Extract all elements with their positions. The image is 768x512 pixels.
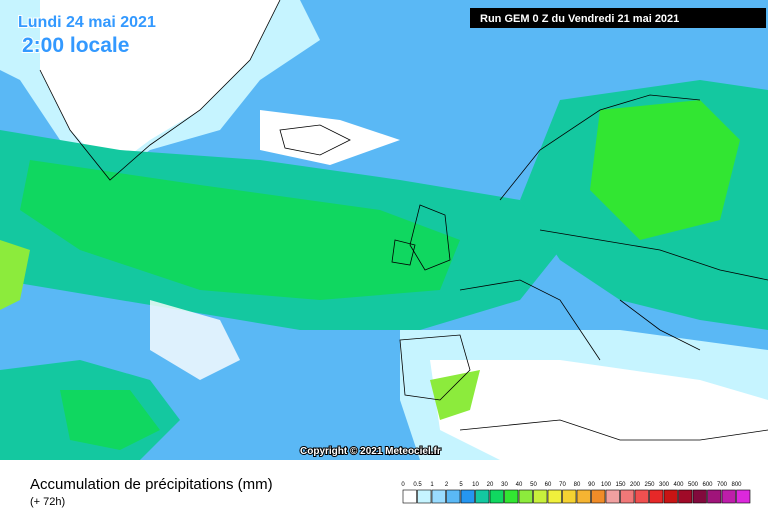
legend-swatch [431,489,446,504]
legend-swatch [707,489,722,504]
legend-label: 200 [630,482,641,488]
legend-label: 80 [574,482,581,488]
legend-label: 90 [588,482,595,488]
legend-label: 10 [472,482,479,488]
legend-swatch [460,489,475,504]
legend-label: 5 [459,482,463,488]
legend-swatch [518,489,533,504]
legend-swatch [736,489,751,504]
legend-label: 20 [487,482,494,488]
legend-swatch [446,489,461,504]
legend-swatch [663,489,678,504]
legend-swatch [576,489,591,504]
legend-swatch [402,489,417,504]
legend-label: 70 [559,482,566,488]
map [0,0,768,460]
legend-swatch [504,489,519,504]
legend-swatch [692,489,707,504]
legend-label: 150 [615,482,626,488]
legend-label: 1 [430,482,434,488]
legend-label: 30 [501,482,508,488]
run-label: Run GEM 0 Z du Vendredi 21 mai 2021 [480,13,679,25]
legend-label: 700 [717,482,728,488]
legend-label: 250 [644,482,655,488]
legend-swatch [721,489,736,504]
legend-label: 100 [601,482,612,488]
legend: 0 0.5 1 2 5 10 20 30 40 50 60 70 80 90 100 150 200 250 300… [401,482,751,504]
legend-label: 600 [702,482,713,488]
legend-swatch [533,489,548,504]
legend-swatch [475,489,490,504]
legend-swatch [649,489,664,504]
legend-swatch [678,489,693,504]
legend-swatch [489,489,504,504]
copyright: Copyright © 2021 Meteociel.fr [300,446,441,457]
legend-label: 40 [516,482,523,488]
legend-label: 60 [545,482,552,488]
footer [0,460,768,512]
legend-label: 0.5 [413,482,422,488]
legend-swatch [562,489,577,504]
legend-label: 2 [445,482,449,488]
legend-label: 500 [688,482,699,488]
legend-label: 300 [659,482,670,488]
legend-swatch [605,489,620,504]
legend-swatch [417,489,432,504]
legend-swatch [547,489,562,504]
run-box [470,8,766,28]
legend-label: 800 [731,482,742,488]
legend-swatch [620,489,635,504]
footer-title: Accumulation de précipitations (mm) [30,476,273,493]
date-label: Lundi 24 mai 2021 [18,14,156,31]
legend-label: 50 [530,482,537,488]
legend-label: 400 [673,482,684,488]
footer-subtitle: (+ 72h) [30,496,65,508]
legend-swatch [634,489,649,504]
time-label: 2:00 locale [22,34,129,57]
legend-swatch [591,489,606,504]
legend-label: 0 [401,482,405,488]
